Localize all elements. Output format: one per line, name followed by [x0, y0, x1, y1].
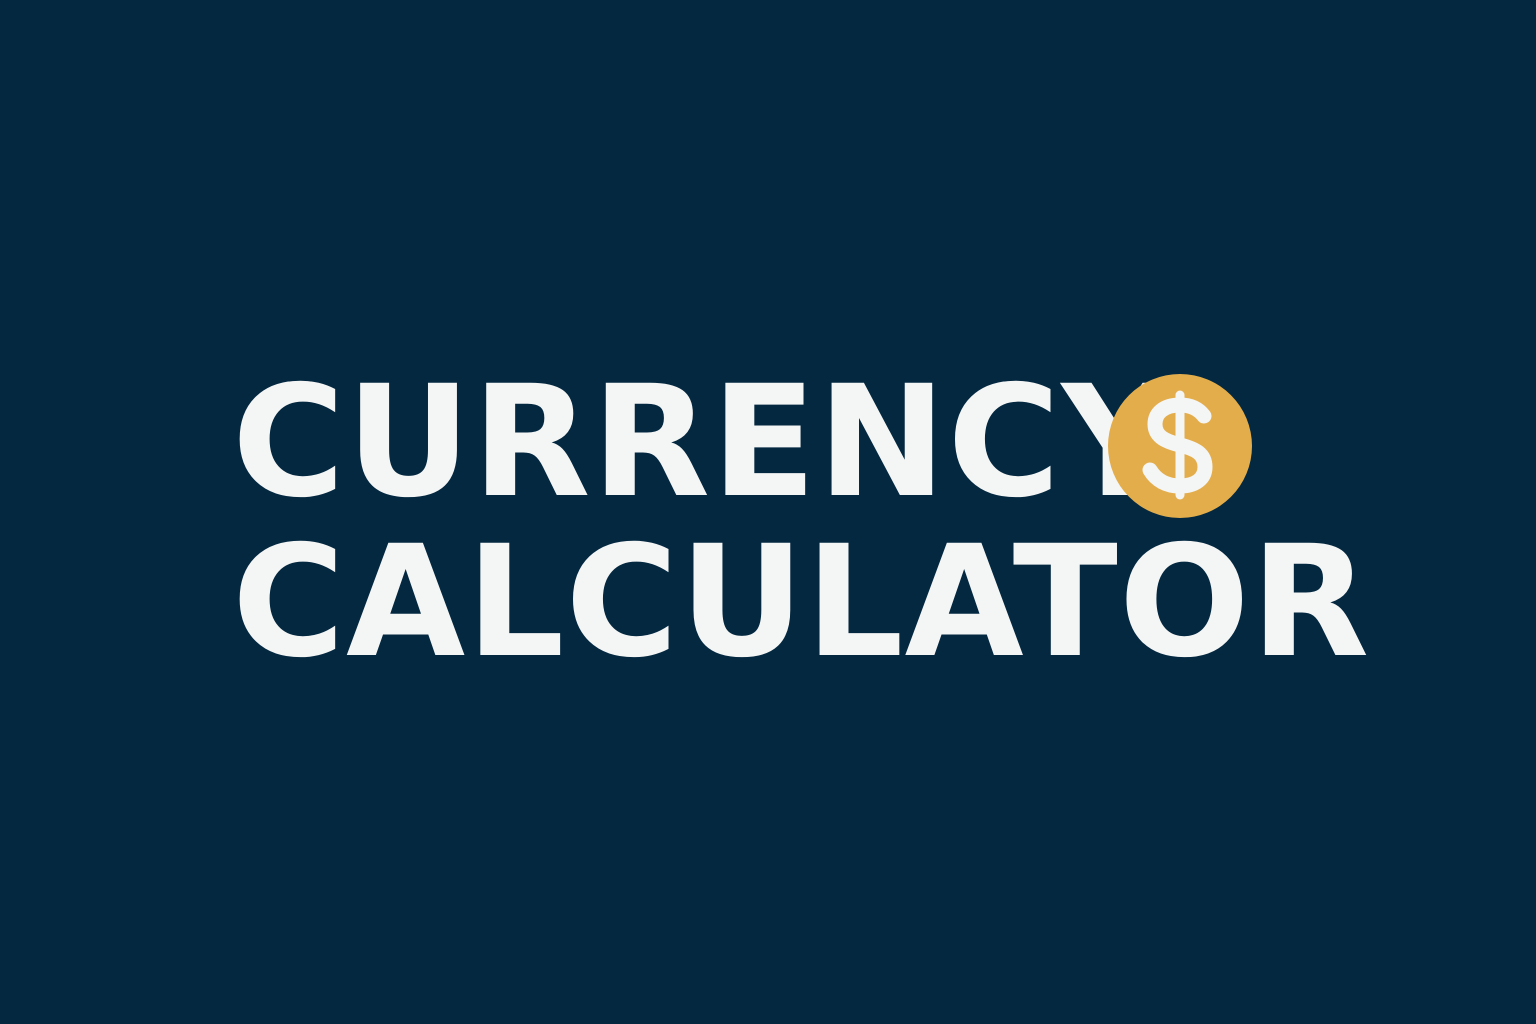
title-line-currency: CURRENCY [232, 353, 1174, 532]
title-line-calculator: CALCULATOR [232, 513, 1371, 692]
currency-calculator-logo: CURRENCY CALCULATOR [232, 353, 1369, 680]
dollar-coin-icon [1108, 374, 1252, 518]
